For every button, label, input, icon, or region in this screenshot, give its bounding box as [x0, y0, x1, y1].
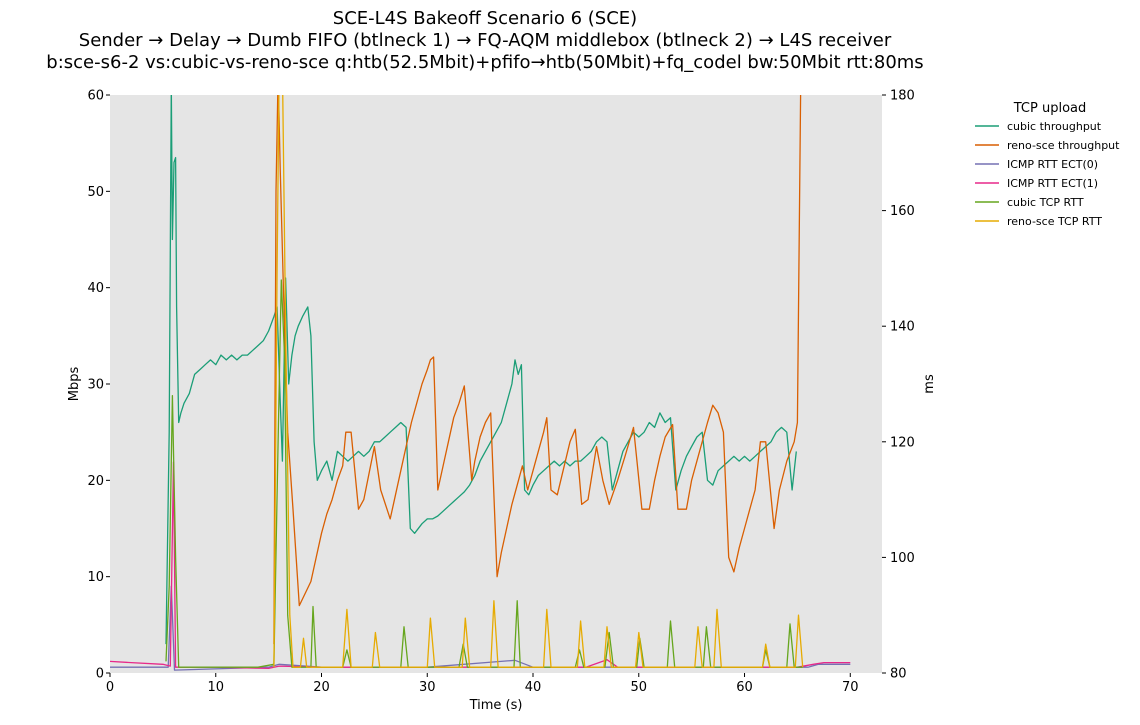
x-tick-label: 40	[525, 680, 542, 695]
legend-title: TCP upload	[1013, 101, 1087, 116]
y-left-tick-label: 20	[87, 474, 104, 489]
chart-title-line-2: Sender → Delay → Dumb FIFO (btlneck 1) →…	[79, 30, 892, 51]
y-axis-right-label: ms	[922, 374, 937, 394]
x-axis-ticks: 0 10 20 30 40 50 60 70	[106, 673, 859, 695]
legend-entry-label: ICMP RTT ECT(0)	[1007, 158, 1098, 171]
legend-entry-label: reno-sce throughput	[1007, 139, 1120, 152]
y-axis-right-ticks: 80 100 120 140 160 180	[882, 89, 915, 682]
x-tick-label: 50	[630, 680, 647, 695]
series-line-reno-sce-tcp-rtt	[273, 95, 804, 668]
x-axis-label: Time (s)	[469, 698, 523, 713]
y-left-tick-label: 40	[87, 281, 104, 296]
x-tick-label: 70	[842, 680, 859, 695]
legend-entry-label: ICMP RTT ECT(1)	[1007, 177, 1098, 190]
legend-entry-label: cubic throughput	[1007, 120, 1102, 133]
x-tick-label: 30	[419, 680, 436, 695]
x-tick-label: 0	[106, 680, 114, 695]
legend-entry-label: cubic TCP RTT	[1007, 196, 1084, 209]
legend: TCP upload cubic throughput reno-sce thro…	[975, 101, 1120, 228]
legend-entry-label: reno-sce TCP RTT	[1007, 215, 1102, 228]
chart-title: SCE-L4S Bakeoff Scenario 6 (SCE) Sender …	[46, 8, 923, 73]
series-layer	[110, 95, 851, 671]
y-left-tick-label: 0	[96, 667, 104, 682]
plot-area	[110, 95, 882, 673]
y-right-tick-label: 100	[890, 551, 915, 566]
chart-title-line-1: SCE-L4S Bakeoff Scenario 6 (SCE)	[333, 8, 637, 29]
y-axis-left-label: Mbps	[67, 367, 82, 402]
y-right-tick-label: 120	[890, 435, 915, 450]
x-tick-label: 20	[313, 680, 330, 695]
series-line-cubic-throughput	[165, 95, 797, 645]
y-left-tick-label: 30	[87, 378, 104, 393]
series-line-reno-sce-throughput	[273, 95, 802, 645]
y-left-tick-label: 10	[87, 570, 104, 585]
x-tick-label: 60	[736, 680, 753, 695]
y-left-tick-label: 50	[87, 185, 104, 200]
chart-title-line-3: b:sce-s6-2 vs:cubic-vs-reno-sce q:htb(52…	[46, 52, 923, 73]
y-left-tick-label: 60	[87, 89, 104, 104]
y-right-tick-label: 180	[890, 89, 915, 104]
x-tick-label: 10	[207, 680, 224, 695]
y-right-tick-label: 140	[890, 320, 915, 335]
y-right-tick-label: 80	[890, 667, 907, 682]
y-right-tick-label: 160	[890, 204, 915, 219]
y-axis-left-ticks: 0 10 20 30 40 50 60	[87, 89, 110, 682]
